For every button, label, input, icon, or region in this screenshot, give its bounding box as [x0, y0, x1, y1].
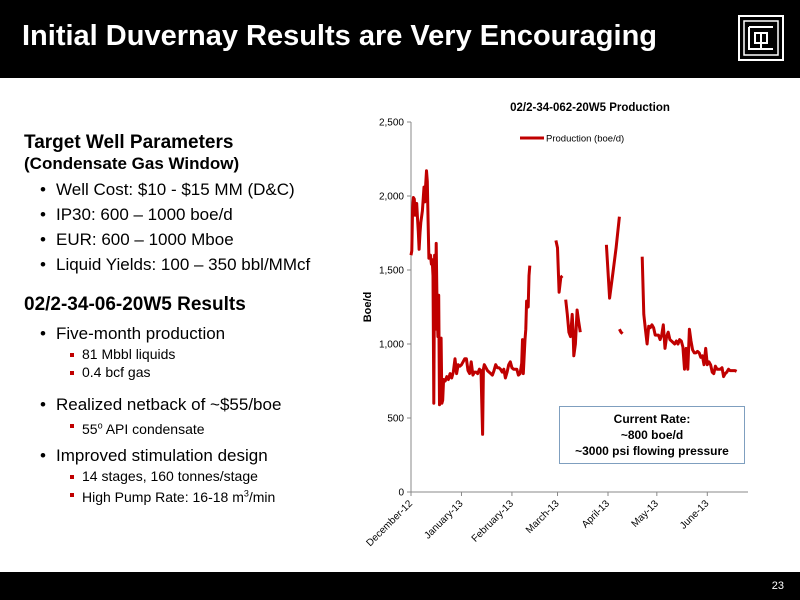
series-line-production — [564, 299, 582, 358]
bullet-eur: EUR: 600 – 1000 Mboe — [24, 230, 354, 249]
sub-bullet-stages: 14 stages, 160 tonnes/stage — [24, 467, 354, 485]
legend-label: Production (boe/d) — [546, 134, 624, 145]
x-tick-label: December-12 — [364, 498, 415, 549]
x-tick-label: March-13 — [524, 498, 562, 536]
x-tick-label: April-13 — [580, 498, 612, 530]
callout-line-3: ~3000 psi flowing pressure — [575, 444, 729, 458]
y-tick-label: 1,500 — [379, 266, 404, 277]
bullet-stimulation: Improved stimulation design — [24, 446, 354, 465]
page-number: 23 — [771, 580, 784, 592]
section-subtitle-target: (Condensate Gas Window) — [24, 154, 240, 173]
series-line-production — [640, 256, 738, 379]
x-tick-label: June-13 — [678, 498, 712, 532]
bullet-liquid-yields: Liquid Yields: 100 – 350 bbl/MMcf — [24, 255, 354, 274]
y-tick-label: 0 — [398, 488, 404, 499]
y-tick-label: 2,500 — [379, 118, 404, 129]
x-tick-label: May-13 — [630, 498, 662, 530]
slide-footer: 23 — [0, 572, 800, 600]
series-line-production — [554, 240, 564, 294]
y-axis-label: Boe/d — [362, 292, 374, 323]
company-logo-icon — [738, 15, 784, 61]
x-tick-label: January-13 — [422, 498, 465, 541]
bullet-well-cost: Well Cost: $10 - $15 MM (D&C) — [24, 180, 354, 199]
callout-line-1: Current Rate: — [613, 412, 691, 426]
slide-header: Initial Duvernay Results are Very Encour… — [0, 0, 800, 78]
chart-title: 02/2-34-062-20W5 Production — [510, 102, 670, 114]
x-tick-label: February-13 — [470, 498, 517, 545]
sub-bullet-gas: 0.4 bcf gas — [24, 363, 354, 381]
section-title-target: Target Well Parameters — [24, 132, 234, 153]
sub-bullet-api: 55o API condensate — [24, 416, 354, 438]
parameters-panel: Target Well Parameters (Condensate Gas W… — [24, 132, 354, 506]
bullet-five-month: Five-month production — [24, 324, 354, 343]
sub-bullet-liquids: 81 Mbbl liquids — [24, 345, 354, 363]
y-tick-label: 2,000 — [379, 192, 404, 203]
current-rate-callout: Current Rate: ~800 boe/d ~3000 psi flowi… — [559, 406, 745, 464]
callout-line-2: ~800 boe/d — [620, 428, 684, 442]
sub-bullet-pump-rate: High Pump Rate: 16-18 m3/min — [24, 485, 354, 507]
section-title-results: 02/2-34-06-20W5 Results — [24, 294, 246, 315]
slide-title: Initial Duvernay Results are Very Encour… — [22, 20, 657, 52]
bullet-netback: Realized netback of ~$55/boe — [24, 395, 354, 414]
series-line-production — [409, 169, 532, 436]
y-tick-label: 500 — [387, 414, 404, 425]
series-line-production — [604, 216, 621, 300]
y-tick-label: 1,000 — [379, 340, 404, 351]
production-chart: 02/2-34-062-20W5 Production 0 500 1,000 1,50… — [362, 102, 748, 549]
series-line-production — [618, 328, 624, 335]
bullet-ip30: IP30: 600 – 1000 boe/d — [24, 205, 354, 224]
